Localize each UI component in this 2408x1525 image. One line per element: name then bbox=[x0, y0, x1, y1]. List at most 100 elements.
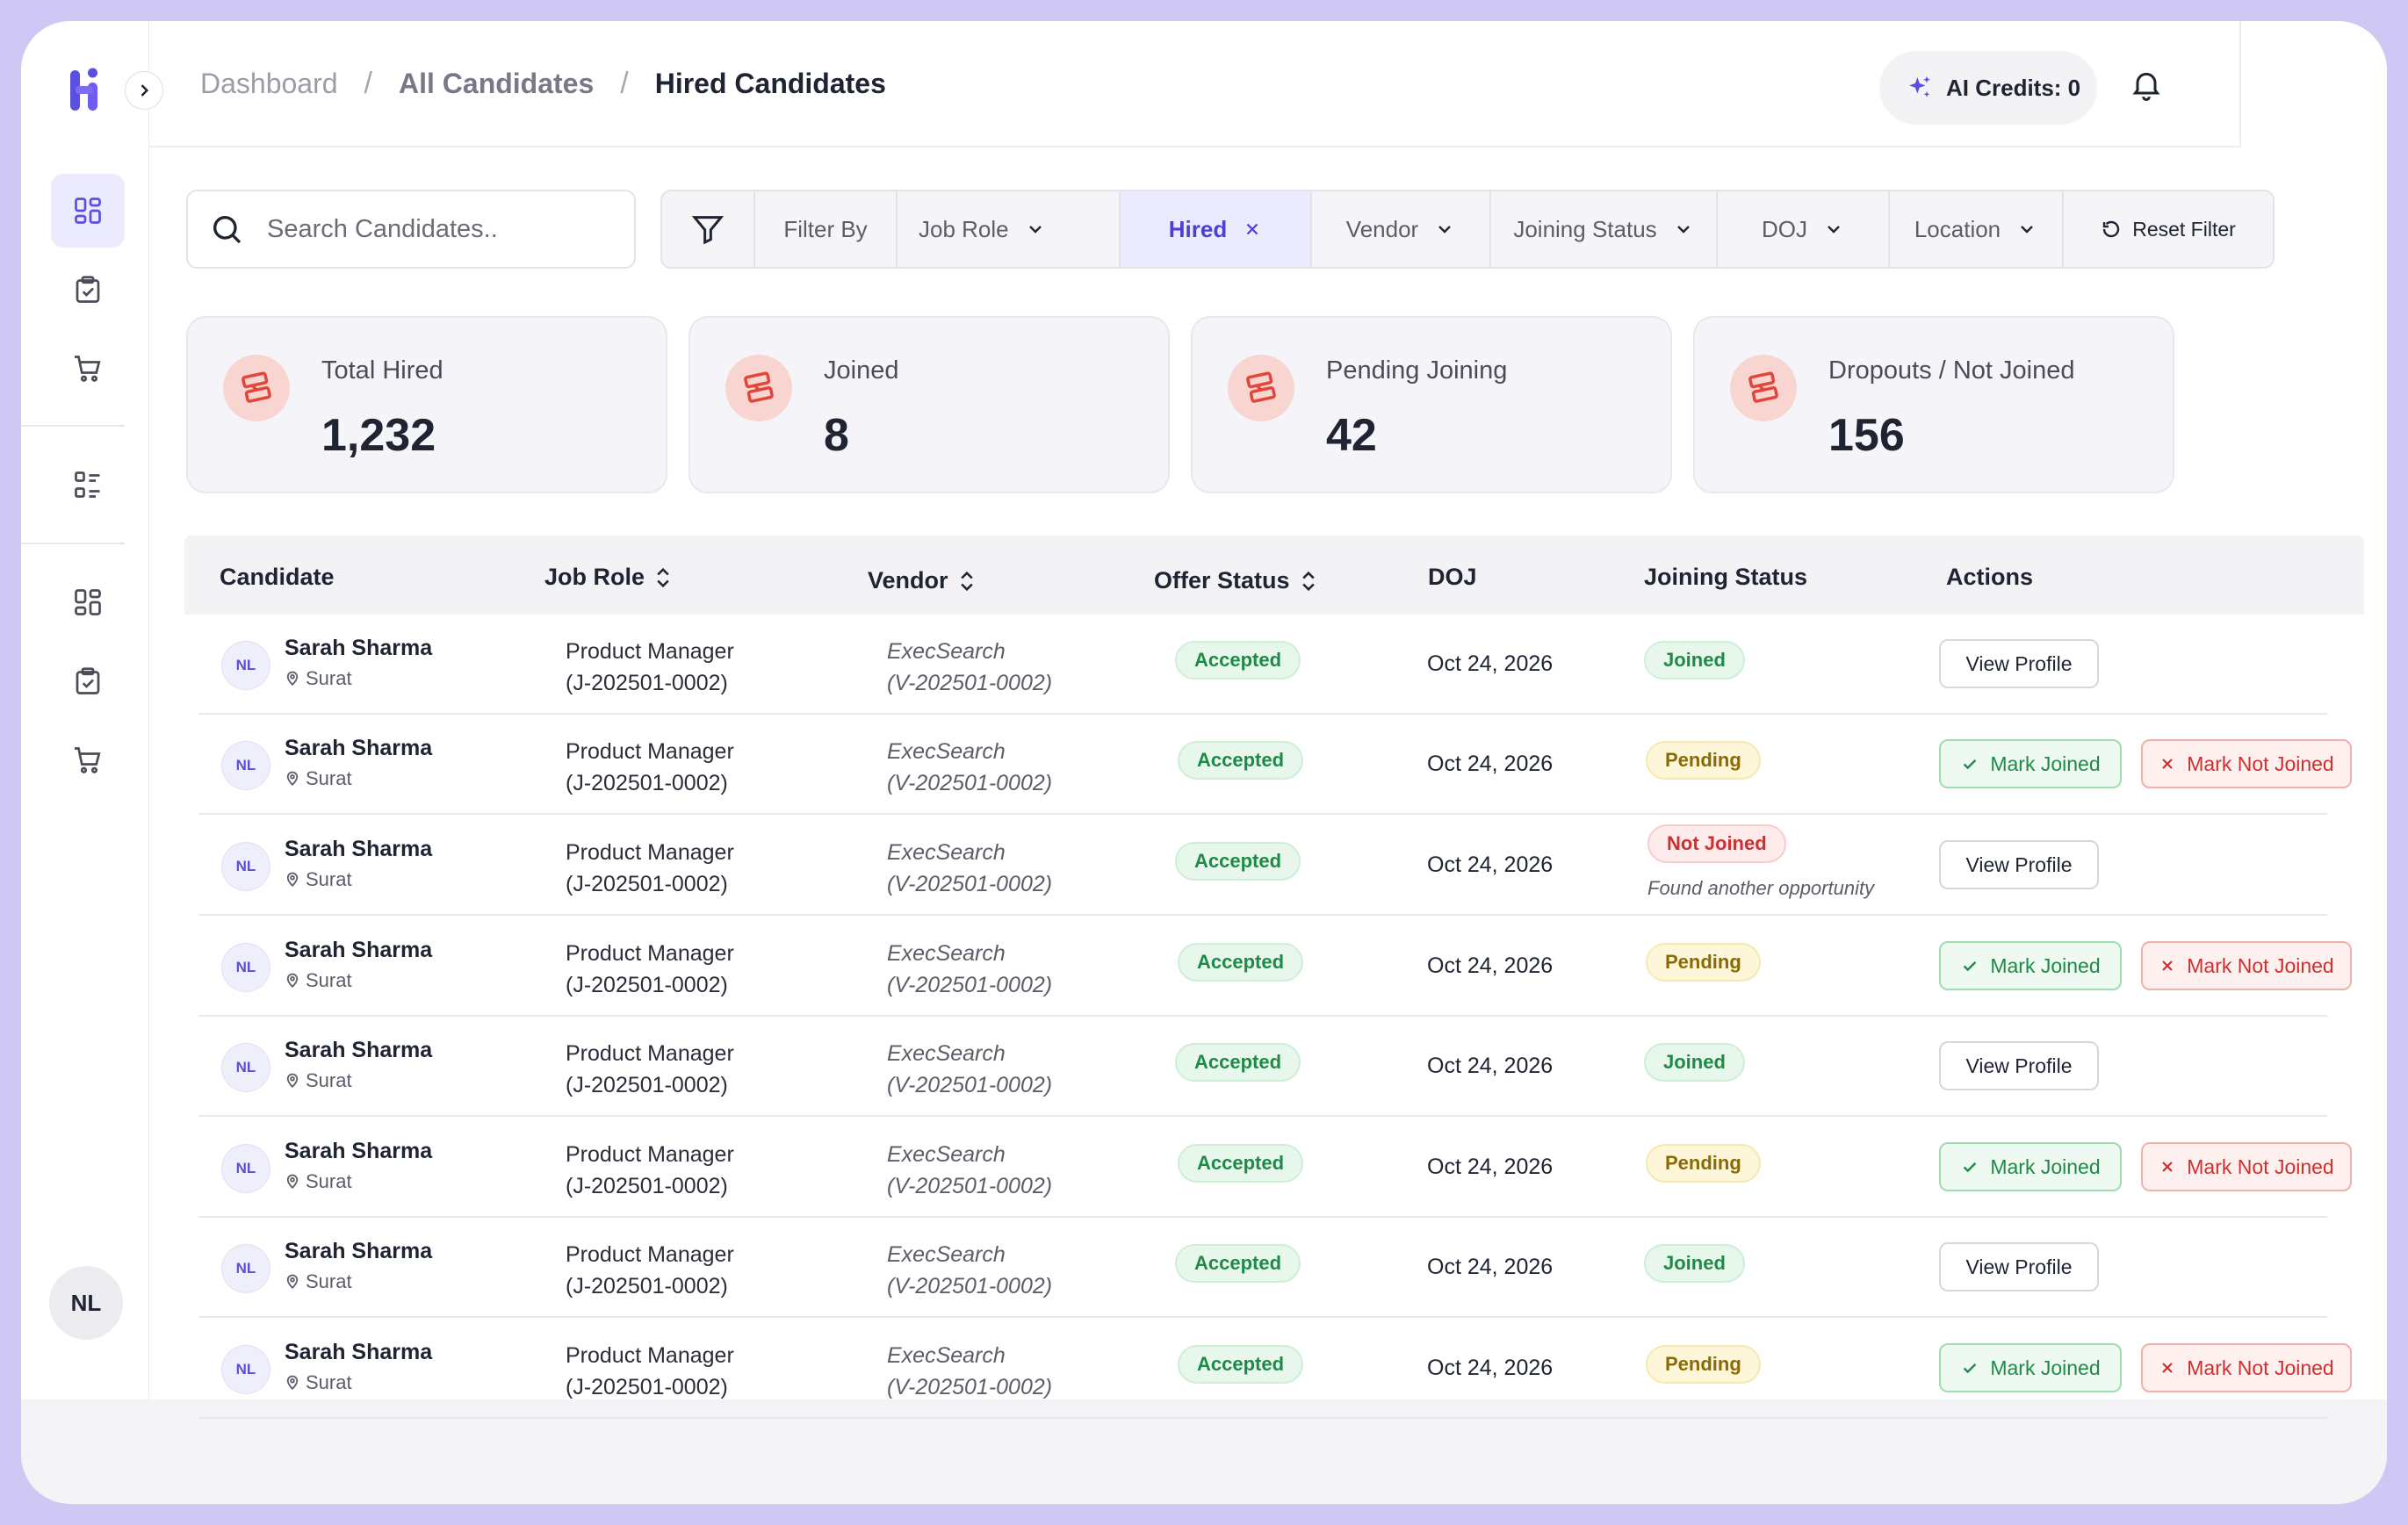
view-profile-button[interactable]: View Profile bbox=[1939, 1242, 2099, 1291]
job-role-cell: Product Manager (J-202501-0002) bbox=[566, 1343, 734, 1399]
stat-label: Pending Joining bbox=[1326, 356, 1508, 385]
stat-card-joined: Joined 8 bbox=[689, 316, 1170, 493]
logo-icon[interactable] bbox=[67, 65, 105, 114]
stat-label: Joined bbox=[824, 356, 899, 385]
handshake-icon bbox=[1228, 355, 1294, 421]
stat-value: 1,232 bbox=[321, 410, 436, 461]
sidebar-item-orders[interactable] bbox=[51, 332, 125, 406]
filter-location[interactable]: Location bbox=[1890, 191, 2064, 267]
close-icon bbox=[2162, 1162, 2174, 1172]
doj-cell: Oct 24, 2026 bbox=[1427, 1356, 1554, 1380]
table-row: NL Sarah Sharma Surat Product Manager (J-202… bbox=[184, 917, 2364, 1017]
avatar: NL bbox=[221, 842, 270, 891]
row-divider bbox=[198, 1216, 2327, 1218]
mark-joined-button[interactable]: Mark Joined bbox=[1939, 739, 2122, 788]
close-icon[interactable] bbox=[1243, 219, 1262, 239]
table-row: NL Sarah Sharma Surat Product Manager (J-202… bbox=[184, 715, 2364, 815]
mark-not-joined-button[interactable]: Mark Not Joined bbox=[2141, 739, 2352, 788]
candidate-name[interactable]: Sarah Sharma bbox=[285, 837, 433, 861]
view-profile-button[interactable]: View Profile bbox=[1939, 840, 2099, 889]
vendor-cell: ExecSearch (V-202501-0002) bbox=[887, 1343, 1053, 1399]
view-profile-button[interactable]: View Profile bbox=[1939, 1041, 2099, 1090]
mark-joined-button[interactable]: Mark Joined bbox=[1939, 1142, 2122, 1191]
avatar: NL bbox=[221, 1043, 270, 1092]
joining-status-badge: Pending bbox=[1646, 1345, 1761, 1384]
mark-not-joined-label: Mark Not Joined bbox=[2187, 1155, 2334, 1178]
filter-by-label: Filter By bbox=[755, 191, 898, 267]
candidate-name[interactable]: Sarah Sharma bbox=[285, 1239, 433, 1263]
view-profile-button[interactable]: View Profile bbox=[1939, 639, 2099, 688]
location-pin-icon bbox=[286, 771, 299, 786]
sidebar-item-dashboard[interactable] bbox=[51, 174, 125, 248]
candidate-location: Surat bbox=[285, 1170, 352, 1193]
bell-icon[interactable] bbox=[2129, 67, 2171, 109]
dashboard-icon bbox=[75, 589, 101, 615]
filter-toggle-button[interactable] bbox=[662, 191, 755, 267]
sidebar-item-dashboard-2[interactable] bbox=[51, 565, 125, 639]
doj-cell: Oct 24, 2026 bbox=[1427, 852, 1554, 877]
chevron-right-icon bbox=[141, 84, 149, 97]
candidate-location: Surat bbox=[285, 1069, 352, 1092]
filter-joining-status[interactable]: Joining Status bbox=[1491, 191, 1718, 267]
candidate-name[interactable]: Sarah Sharma bbox=[285, 636, 433, 660]
sidebar-item-list[interactable] bbox=[51, 448, 125, 522]
filter-chip-hired[interactable]: Hired bbox=[1121, 191, 1312, 267]
candidate-name[interactable]: Sarah Sharma bbox=[285, 736, 433, 760]
row-divider bbox=[198, 713, 2327, 715]
filter-icon bbox=[691, 216, 725, 245]
offer-status-badge: Accepted bbox=[1178, 1345, 1304, 1384]
column-header-candidate: Candidate bbox=[220, 564, 335, 590]
sidebar-item-orders-2[interactable] bbox=[51, 723, 125, 797]
stat-card-dropouts: Dropouts / Not Joined 156 bbox=[1693, 316, 2174, 493]
mark-not-joined-button[interactable]: Mark Not Joined bbox=[2141, 941, 2352, 990]
mark-not-joined-button[interactable]: Mark Not Joined bbox=[2141, 1142, 2352, 1191]
check-icon bbox=[1964, 1363, 1977, 1374]
user-avatar[interactable]: NL bbox=[49, 1266, 123, 1340]
doj-cell: Oct 24, 2026 bbox=[1427, 1155, 1554, 1179]
candidate-name[interactable]: Sarah Sharma bbox=[285, 938, 433, 962]
mark-joined-button[interactable]: Mark Joined bbox=[1939, 941, 2122, 990]
dashboard-icon bbox=[75, 198, 101, 224]
reset-icon bbox=[2103, 220, 2120, 238]
not-joined-reason: Found another opportunity bbox=[1647, 877, 1875, 899]
sidebar-expand-button[interactable] bbox=[125, 71, 163, 110]
sort-icon bbox=[960, 571, 973, 591]
filter-job-role[interactable]: Job Role bbox=[898, 191, 1121, 267]
column-header-vendor[interactable]: Vendor bbox=[868, 567, 977, 594]
column-header-offer-status[interactable]: Offer Status bbox=[1154, 567, 1318, 594]
joining-status-badge: Joined bbox=[1644, 1043, 1745, 1082]
sidebar-item-tasks-2[interactable] bbox=[51, 644, 125, 718]
stat-value: 8 bbox=[824, 410, 849, 461]
candidate-location: Surat bbox=[285, 969, 352, 992]
location-pin-icon bbox=[286, 1274, 299, 1289]
breadcrumb-dashboard[interactable]: Dashboard bbox=[200, 68, 338, 99]
close-icon bbox=[2162, 960, 2174, 971]
candidate-name[interactable]: Sarah Sharma bbox=[285, 1340, 433, 1364]
reset-filter-label: Reset Filter bbox=[2132, 217, 2236, 241]
check-icon bbox=[1964, 961, 1977, 972]
stat-value: 156 bbox=[1828, 410, 1905, 461]
mark-not-joined-label: Mark Not Joined bbox=[2187, 953, 2334, 977]
doj-cell: Oct 24, 2026 bbox=[1427, 953, 1554, 978]
candidate-name[interactable]: Sarah Sharma bbox=[285, 1038, 433, 1062]
column-header-job-role[interactable]: Job Role bbox=[544, 564, 673, 591]
search-input[interactable] bbox=[267, 214, 618, 244]
filter-doj[interactable]: DOJ bbox=[1718, 191, 1890, 267]
chevron-down-icon bbox=[1438, 226, 1452, 234]
ai-credits-badge[interactable]: AI Credits: 0 bbox=[1879, 51, 2097, 125]
offer-status-badge: Accepted bbox=[1178, 1144, 1304, 1183]
filter-chip-hired-label: Hired bbox=[1168, 215, 1228, 242]
filter-doj-label: DOJ bbox=[1762, 215, 1807, 242]
breadcrumb-all-candidates[interactable]: All Candidates bbox=[399, 68, 595, 99]
offer-status-badge: Accepted bbox=[1175, 1244, 1301, 1283]
close-icon bbox=[2162, 1363, 2174, 1373]
mark-not-joined-button[interactable]: Mark Not Joined bbox=[2141, 1343, 2352, 1392]
reset-filter-button[interactable]: Reset Filter bbox=[2064, 191, 2273, 267]
sidebar-item-tasks[interactable] bbox=[51, 253, 125, 327]
mark-joined-button[interactable]: Mark Joined bbox=[1939, 1343, 2122, 1392]
filter-vendor[interactable]: Vendor bbox=[1312, 191, 1491, 267]
vendor-cell: ExecSearch (V-202501-0002) bbox=[887, 1242, 1053, 1298]
offer-status-badge: Accepted bbox=[1175, 842, 1301, 881]
candidate-name[interactable]: Sarah Sharma bbox=[285, 1139, 433, 1163]
job-role-cell: Product Manager (J-202501-0002) bbox=[566, 1041, 734, 1097]
